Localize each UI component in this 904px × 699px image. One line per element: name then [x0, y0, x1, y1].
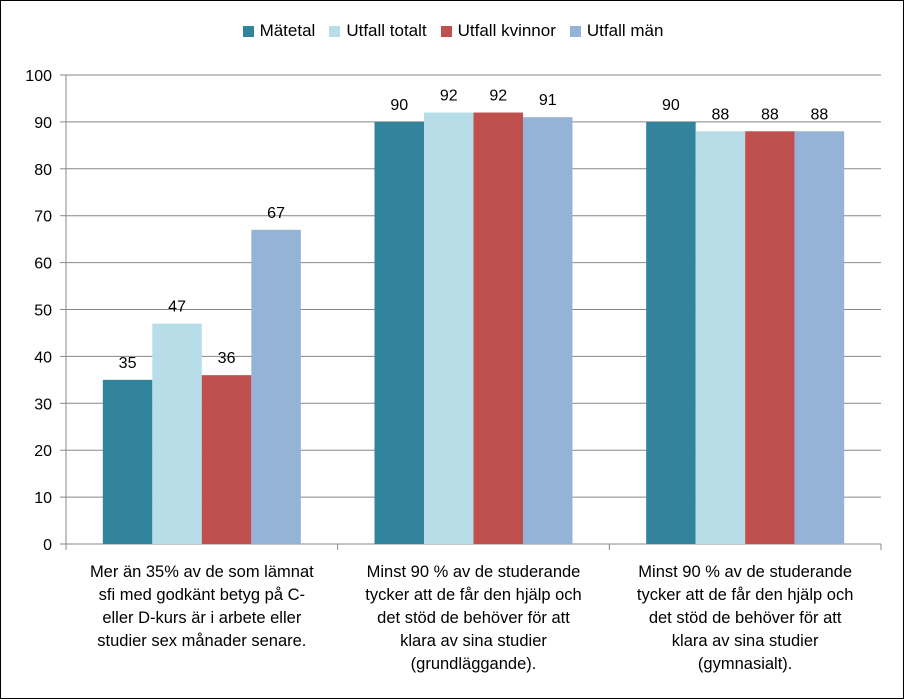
- x-tick-label: Minst 90 % av de studerande tycker att de…: [343, 561, 605, 676]
- data-label: 91: [539, 92, 557, 109]
- y-tick-label: 80: [34, 162, 52, 179]
- bar: [424, 112, 474, 545]
- bar: [374, 121, 424, 545]
- bar: [695, 131, 746, 544]
- legend-item-matetal: Mätetal: [242, 21, 316, 41]
- legend-item-utfall-kvinnor: Utfall kvinnor: [440, 21, 556, 41]
- legend-item-utfall-man: Utfall män: [569, 21, 664, 41]
- bar: [794, 131, 845, 544]
- x-tick-label-line: det stöd de behöver för att: [648, 609, 842, 627]
- x-tick-label-line: det stöd de behöver för att: [377, 609, 570, 627]
- data-label: 47: [168, 299, 186, 316]
- y-tick-label: 100: [25, 68, 52, 85]
- x-tick-label-line: eller D-kurs är i arbete eller: [102, 609, 302, 627]
- x-tick-label-line: (grundläggande).: [410, 655, 537, 673]
- data-label: 88: [811, 106, 829, 123]
- x-tick-label-line: klara av sina studier: [400, 632, 547, 650]
- y-tick-label: 50: [34, 303, 52, 320]
- bar: [102, 379, 153, 544]
- legend-swatch-utfall-man: [569, 25, 581, 37]
- bar: [251, 229, 301, 544]
- legend-swatch-utfall-totalt: [329, 25, 341, 37]
- data-label: 92: [440, 88, 458, 105]
- legend-label-utfall-totalt: Utfall totalt: [346, 21, 427, 40]
- data-label: 67: [267, 205, 285, 222]
- data-label: 90: [662, 97, 680, 114]
- y-tick-label: 90: [34, 115, 52, 132]
- bar: [201, 375, 252, 544]
- y-tick-label: 20: [34, 443, 52, 460]
- y-tick-label: 30: [34, 396, 52, 413]
- legend-swatch-matetal: [242, 25, 254, 37]
- y-tick-label: 70: [34, 209, 52, 226]
- x-tick-label-line: tycker att de får den hjälp och: [636, 586, 854, 604]
- x-tick-label-line: Mer än 35% av de som lämnat: [89, 563, 314, 581]
- legend-label-utfall-man: Utfall män: [586, 21, 664, 40]
- data-label: 88: [761, 106, 779, 123]
- y-tick-label: 0: [43, 537, 52, 554]
- x-tick-label-line: Minst 90 % av de studerande: [638, 563, 853, 581]
- legend-swatch-utfall-kvinnor: [440, 25, 452, 37]
- x-tick-label-line: (gymnasialt).: [697, 655, 793, 673]
- bar: [745, 131, 795, 544]
- bar: [152, 323, 202, 544]
- x-tick-label-line: klara av sina studier: [671, 632, 819, 650]
- data-label: 90: [390, 97, 408, 114]
- y-tick-label: 40: [34, 349, 52, 366]
- bar: [646, 121, 696, 545]
- bar: [473, 112, 523, 545]
- data-label: 36: [218, 350, 236, 367]
- y-tick-label: 10: [34, 490, 52, 507]
- legend-item-utfall-totalt: Utfall totalt: [329, 21, 427, 41]
- bar: [523, 117, 573, 545]
- legend-label-matetal: Mätetal: [259, 21, 316, 40]
- data-label: 35: [119, 355, 137, 372]
- x-tick-label-line: studier sex månader senare.: [97, 632, 307, 650]
- x-tick-label-line: sfi med godkänt betyg på C-: [98, 586, 306, 604]
- y-tick-label: 60: [34, 256, 52, 273]
- legend-label-utfall-kvinnor: Utfall kvinnor: [457, 21, 556, 40]
- x-tick-label: Minst 90 % av de studerande tycker att de…: [614, 561, 876, 676]
- data-label: 92: [489, 88, 507, 105]
- x-tick-label: Mer än 35% av de som lämnat sfi med godkä…: [71, 561, 333, 653]
- data-label: 88: [712, 106, 730, 123]
- x-tick-label-line: Minst 90 % av de studerande: [366, 563, 581, 581]
- legend: Mätetal Utfall totalt Utfall kvinnor Utf…: [1, 21, 904, 41]
- x-tick-label-line: tycker att de får den hjälp och: [365, 586, 582, 604]
